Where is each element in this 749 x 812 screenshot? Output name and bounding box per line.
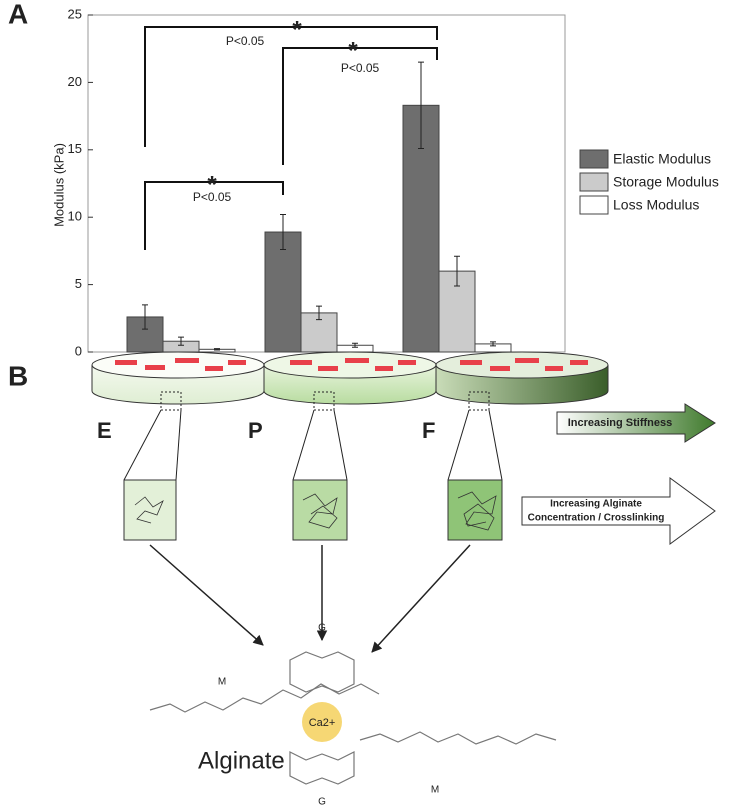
y-axis-label: Modulus (kPa) <box>51 143 66 227</box>
cells <box>115 358 588 371</box>
gel-network <box>134 491 497 531</box>
gel-squares <box>123 479 503 541</box>
alginate-arrow-label: Increasing Alginate <box>550 499 642 510</box>
panel-label: A <box>8 0 28 29</box>
significance-star: * <box>348 37 358 64</box>
p-value: P<0.05 <box>193 190 232 204</box>
unit-label: M <box>218 677 226 688</box>
alginate-arrow-label: Concentration / Crosslinking <box>528 513 665 524</box>
significance-bracket <box>144 26 438 147</box>
legend-label: Loss Modulus <box>613 197 699 213</box>
dish-label: F <box>422 418 435 443</box>
legend-swatch <box>579 149 609 169</box>
y-tick-label: 20 <box>68 74 82 89</box>
dishes <box>91 351 609 405</box>
error-bar <box>178 336 184 346</box>
unit-label: G <box>318 623 326 634</box>
unit-label: G <box>318 797 326 808</box>
legend-swatch <box>579 172 609 192</box>
error-bar <box>316 305 322 321</box>
y-tick-label: 15 <box>68 141 82 156</box>
y-tick-label: 25 <box>68 6 82 21</box>
dish-label: P <box>248 418 263 443</box>
stiffness-arrow <box>556 403 716 443</box>
dish-label: E <box>97 418 112 443</box>
significance-star: * <box>207 171 217 198</box>
panel-label: B <box>8 360 28 391</box>
significance-star: * <box>292 16 302 43</box>
p-value: P<0.05 <box>341 61 380 75</box>
significance-bracket <box>282 47 438 165</box>
molecule <box>149 651 557 785</box>
alginate-arrow <box>521 477 716 545</box>
legend-swatch <box>579 195 609 215</box>
error-bar <box>280 214 286 251</box>
plot-frame <box>87 14 566 353</box>
calcium-ion <box>302 702 342 742</box>
error-bar <box>490 341 496 347</box>
error-bar <box>454 255 460 287</box>
error-bar <box>214 348 220 351</box>
stiffness-label: Increasing Stiffness <box>568 417 673 429</box>
bar <box>264 231 302 353</box>
p-value: P<0.05 <box>226 34 265 48</box>
y-tick-label: 10 <box>68 209 82 224</box>
error-bar <box>352 342 358 348</box>
legend-label: Elastic Modulus <box>613 151 711 167</box>
zoom <box>123 391 503 481</box>
y-tick-label: 5 <box>75 276 82 291</box>
unit-label: M <box>431 785 439 796</box>
arrows <box>149 544 471 653</box>
error-bar <box>142 304 148 330</box>
legend-label: Storage Modulus <box>613 174 719 190</box>
error-bar <box>418 61 424 149</box>
ion-label: Ca2+ <box>309 717 336 729</box>
molecule-name: Alginate <box>198 747 285 774</box>
y-tick-label: 0 <box>75 343 82 358</box>
significance-bracket <box>144 181 284 250</box>
